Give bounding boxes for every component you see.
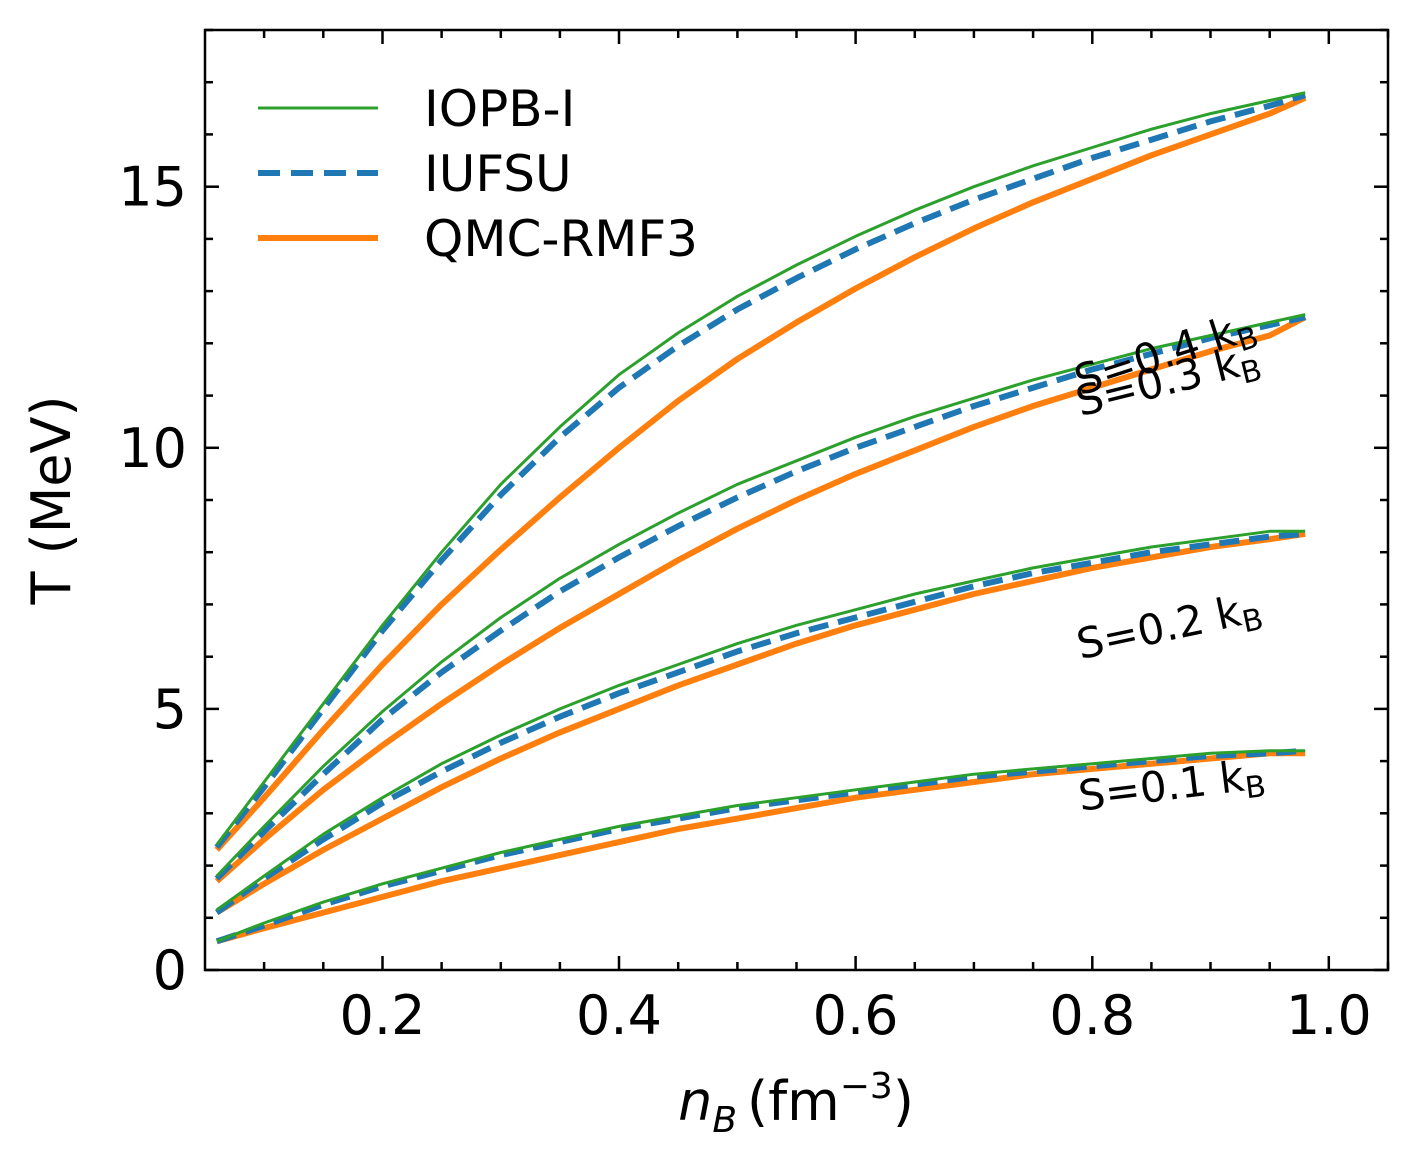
annotation-group-4: S=0.1 kB: [1076, 749, 1268, 826]
legend: IOPB-I IUFSU QMC-RMF3: [258, 80, 698, 268]
annotation-group-3: S=0.2 kB: [1072, 582, 1266, 675]
y-tick-label: 15: [118, 156, 187, 219]
legend-label: IUFSU: [424, 145, 572, 203]
x-tick-label: 0.2: [340, 984, 426, 1047]
y-axis-title: T (MeV): [20, 395, 83, 605]
x-tick-label: 0.8: [1049, 984, 1135, 1047]
x-tick-label: 0.6: [813, 984, 899, 1047]
series-lines: [214, 91, 1307, 945]
series-line-iufsu-group-4: [215, 747, 1306, 945]
series-line-qmc-rmf3-group-1: [214, 95, 1307, 852]
series-line-iopb-i-group-3: [215, 529, 1306, 912]
series-line-iufsu-group-2: [214, 314, 1306, 881]
x-axis-title: nB (fm−3): [678, 1066, 914, 1141]
x-axis-title-sup: −3: [840, 1066, 893, 1107]
x-tick-label: 1.0: [1286, 984, 1372, 1047]
series-line-iopb-i-group-4: [216, 749, 1306, 943]
x-tick-label: 0.4: [576, 984, 662, 1047]
annotation-sub: B: [1243, 769, 1268, 806]
x-axis-title-base: n: [678, 1070, 712, 1133]
x-axis-title-close: ): [893, 1070, 914, 1133]
series-line-iufsu-group-1: [214, 92, 1307, 850]
series-line-qmc-rmf3-group-3: [215, 530, 1306, 916]
legend-label: QMC-RMF3: [424, 210, 698, 268]
x-axis-title-sub: B: [712, 1100, 737, 1141]
series-line-iopb-i-group-1: [215, 91, 1306, 846]
x-axis-title-unit: (fm: [747, 1070, 840, 1133]
legend-label: IOPB-I: [424, 80, 575, 138]
curve-annotations: S=0.4 kBS=0.3 kBS=0.2 kBS=0.1 kB: [1068, 307, 1268, 826]
y-tick-label: 5: [153, 678, 187, 741]
y-tick-label: 10: [118, 417, 187, 480]
y-tick-label: 0: [153, 939, 187, 1002]
series-line-iopb-i-group-2: [215, 313, 1306, 878]
annotation-text: S=0.2 k: [1072, 586, 1246, 669]
series-line-iufsu-group-3: [215, 530, 1306, 916]
series-line-qmc-rmf3-group-2: [214, 314, 1307, 884]
axis-ticks: 0.2 0.4 0.6 0.8 1.0 0 5 10 15: [118, 28, 1390, 1047]
